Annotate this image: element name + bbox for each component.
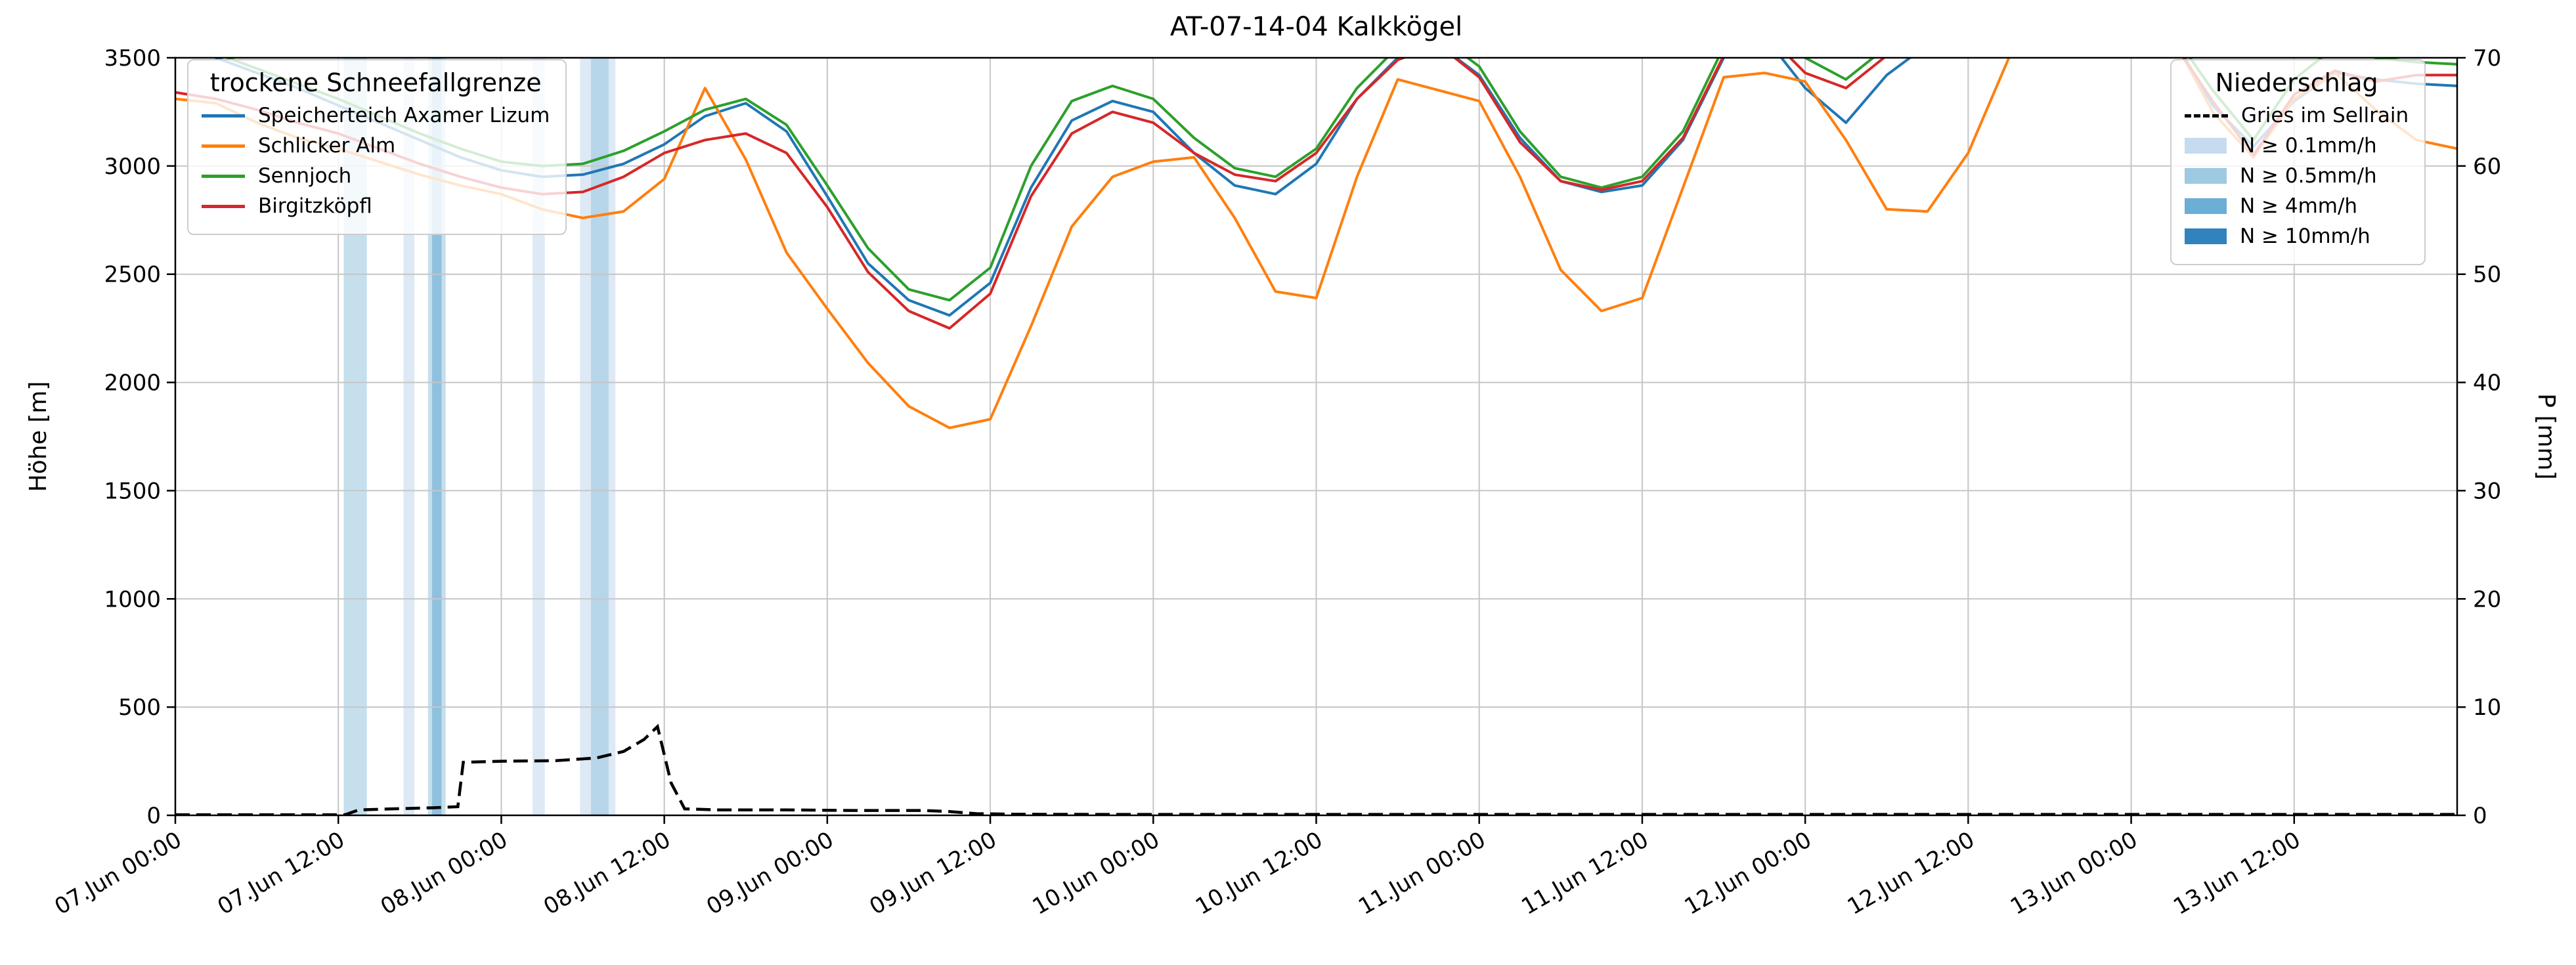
x-tick-label: 10.Jun 00:00 — [1028, 826, 1164, 920]
x-tick-label: 12.Jun 12:00 — [1843, 826, 1979, 920]
legend-label: Gries im Sellrain — [2241, 104, 2409, 127]
x-tick-label: 08.Jun 12:00 — [539, 826, 675, 920]
y-left-tick-label: 2000 — [104, 370, 161, 397]
band-swatch-icon — [2185, 168, 2227, 184]
precip-line — [175, 723, 2457, 815]
y-right-tick-label: 60 — [2473, 154, 2501, 180]
legend-label: N ≥ 0.5mm/h — [2240, 164, 2377, 188]
x-tick-label: 09.Jun 12:00 — [865, 826, 1001, 920]
legend-item-birgitzkoepfl: Birgitzköpfl — [202, 194, 550, 218]
precip-band — [533, 58, 545, 815]
legend-label: Speicherteich Axamer Lizum — [258, 104, 550, 127]
legend-item-speicherteich: Speicherteich Axamer Lizum — [202, 104, 550, 127]
legend-precipitation-title: Niederschlag — [2215, 68, 2378, 97]
legend-snowline-title: trockene Schneefallgrenze — [209, 68, 542, 97]
legend-item-intensity-2: N ≥ 0.5mm/h — [2185, 164, 2409, 188]
chart-title: AT-07-14-04 Kalkkögel — [1169, 12, 1463, 42]
legend-label: N ≥ 4mm/h — [2240, 194, 2358, 218]
y-right-tick-label: 40 — [2473, 370, 2501, 397]
dashed-line-swatch-icon — [2185, 114, 2228, 118]
x-tick-label: 10.Jun 12:00 — [1191, 826, 1327, 920]
legend-item-intensity-1: N ≥ 0.1mm/h — [2185, 134, 2409, 158]
y-right-tick-label: 20 — [2473, 586, 2501, 612]
y-axis-label-right: P [mm] — [2533, 393, 2560, 479]
band-swatch-icon — [2185, 228, 2227, 244]
y-right-tick-label: 0 — [2473, 803, 2487, 829]
legend-precipitation: Niederschlag Gries im Sellrain N ≥ 0.1mm… — [2170, 59, 2426, 265]
y-axis-label-left: Höhe [m] — [25, 381, 52, 492]
line-swatch-icon — [202, 144, 245, 148]
x-tick-label: 07.Jun 00:00 — [50, 826, 186, 920]
y-left-tick-label: 2500 — [104, 262, 161, 288]
y-right-tick-label: 70 — [2473, 45, 2501, 72]
x-tick-label: 12.Jun 00:00 — [1680, 826, 1816, 920]
x-tick-label: 08.Jun 00:00 — [376, 826, 512, 920]
y-left-tick-label: 3000 — [104, 154, 161, 180]
line-swatch-icon — [202, 204, 245, 208]
x-tick-label: 07.Jun 12:00 — [213, 826, 349, 920]
y-right-tick-label: 10 — [2473, 695, 2501, 721]
line-swatch-icon — [202, 174, 245, 178]
legend-item-sennjoch: Sennjoch — [202, 164, 550, 188]
y-left-tick-label: 1500 — [104, 478, 161, 504]
line-swatch-icon — [202, 114, 245, 118]
precip-bands — [343, 58, 616, 815]
y-right-tick-label: 30 — [2473, 478, 2501, 504]
band-swatch-icon — [2185, 198, 2227, 214]
band-swatch-icon — [2185, 138, 2227, 154]
x-tick-label: 11.Jun 00:00 — [1354, 826, 1490, 920]
legend-label: Birgitzköpfl — [258, 194, 372, 218]
legend-item-intensity-4: N ≥ 10mm/h — [2185, 225, 2409, 248]
legend-label: Schlicker Alm — [258, 134, 396, 158]
legend-item-intensity-3: N ≥ 4mm/h — [2185, 194, 2409, 218]
y-left-tick-label: 3500 — [104, 45, 161, 72]
x-tick-label: 13.Jun 12:00 — [2169, 826, 2305, 920]
y-left-tick-label: 500 — [118, 695, 161, 721]
legend-label: Sennjoch — [258, 164, 352, 188]
precip-band — [431, 58, 442, 815]
y-right-tick-label: 50 — [2473, 262, 2501, 288]
y-left-tick-label: 0 — [146, 803, 161, 829]
x-tick-label: 11.Jun 12:00 — [1517, 826, 1653, 920]
legend-item-gries-im-sellrain: Gries im Sellrain — [2185, 104, 2409, 127]
ticks — [167, 56, 2466, 824]
precip-band — [403, 58, 415, 815]
legend-item-schlicker-alm: Schlicker Alm — [202, 134, 550, 158]
legend-snowline: trockene Schneefallgrenze Speicherteich … — [187, 59, 567, 235]
legend-label: N ≥ 10mm/h — [2240, 225, 2370, 248]
x-tick-label: 09.Jun 00:00 — [702, 826, 838, 920]
legend-label: N ≥ 0.1mm/h — [2240, 134, 2377, 158]
y-left-tick-label: 1000 — [104, 586, 161, 612]
x-tick-label: 13.Jun 00:00 — [2006, 826, 2142, 920]
